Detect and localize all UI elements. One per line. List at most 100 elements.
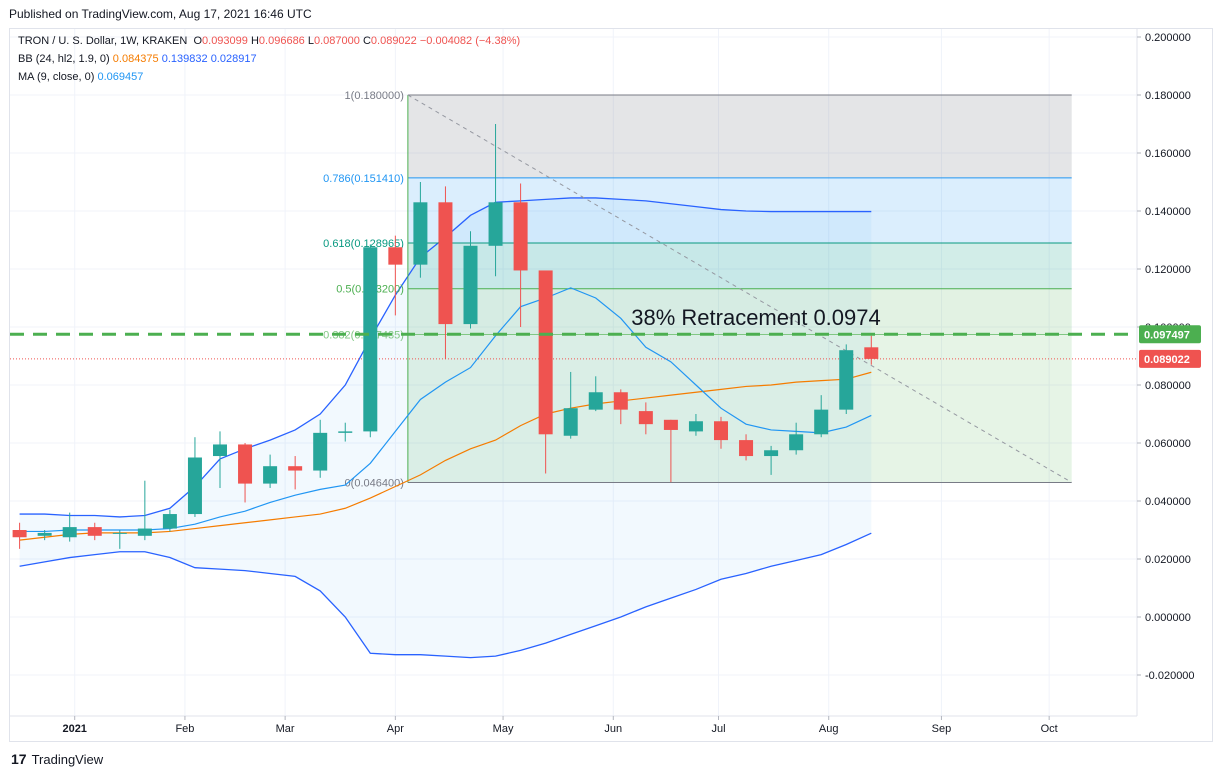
candle-body [313,432,328,471]
x-tick-label: Oct [1041,723,1058,735]
y-tick-label: 0.160000 [1145,148,1191,160]
chart-frame[interactable] [9,28,1213,742]
y-tick-label: 0.080000 [1145,380,1191,392]
legend-bb-lower: 0.028917 [210,53,257,65]
x-tick-label: Jul [711,723,725,735]
fib-levels: 1(0.180000) 0.786(0.151410) 0.618(0.128965… [323,90,1072,489]
fib-level-label: 0(0.046400) [345,477,404,489]
candle-body [764,450,779,457]
price-label-box [1139,349,1201,368]
legend-symbol: TRON / U. S. Dollar, 1W, KRAKEN [18,35,188,47]
x-tick-label: Apr [387,723,404,735]
legend-ohlc: TRON / U. S. Dollar, 1W, KRAKEN O0.09309… [18,35,520,47]
candle-body [563,408,578,436]
legend-ma: MA (9, close, 0) 0.069457 [18,71,143,83]
legend-l-label: L [307,35,314,47]
indicator-lines [10,287,1137,541]
x-tick-label: Aug [819,723,839,735]
bb-basis-line [19,371,872,541]
candle-body [839,350,854,410]
candle-body [864,347,879,359]
price-label-box [1139,325,1201,344]
published-line: Published on TradingView.com, Aug 17, 20… [9,7,312,21]
candle-body [62,527,77,538]
candle-body [588,392,603,410]
legend-bb: BB (24, hl2, 1.9, 0) 0.084375 0.139832 0… [18,53,257,65]
candle-body [663,419,678,430]
candle-body [338,431,353,433]
y-tick-label: -0.020000 [1145,670,1195,682]
candles[interactable] [12,124,879,549]
x-tick-label: 2021 [62,723,86,735]
candle-body [413,202,428,265]
legend-bb-label: BB (24, hl2, 1.9, 0) [18,53,110,65]
x-tick-label: Mar [276,723,295,735]
candle-body [213,444,227,457]
fib-level-label: 0.786(0.151410) [323,173,404,185]
candle-body [238,444,253,484]
y-tick-label: 0.000000 [1145,612,1191,624]
y-tick-label: 0.040000 [1145,496,1191,508]
candle-body [739,440,754,457]
fib-zone [407,95,1072,178]
legend-c-label: C [362,35,371,47]
legend-h-value: 0.096686 [258,35,305,47]
retracement-annotation: 38% Retracement 0.0974 [631,305,881,330]
bb-fill [19,197,872,658]
fib-level-label: 1(0.180000) [345,90,404,102]
legend-ma-label: MA (9, close, 0) [18,71,95,83]
candle-body [714,421,728,441]
axes: 0.200000 0.180000 0.160000 0.140000 0.120000… [10,29,1201,735]
y-tick-label: 0.020000 [1145,554,1191,566]
candle-body [613,392,628,410]
candle-body [37,532,52,536]
y-tick-label: 0.200000 [1145,32,1191,44]
candle-body [288,466,303,471]
legend-bb-upper: 0.139832 [161,53,208,65]
x-tick-label: Sep [932,723,952,735]
legend-h-label: H [250,35,259,47]
price-label: 0.089022 [1144,354,1190,366]
candle-body [112,532,127,534]
candle-body [263,466,278,484]
annotations: 38% Retracement 0.0974 [10,305,1137,336]
legend-l-value: 0.087000 [314,35,360,47]
candle-body [438,202,453,325]
price-label: 0.097497 [1144,329,1190,341]
bb-lower-line [19,532,872,659]
ma-line [19,287,872,533]
candle-body [87,527,102,536]
candle-body [187,457,202,515]
candle-body [363,247,378,432]
x-tick-label: Jun [604,723,622,735]
y-tick-label: 0.120000 [1145,264,1191,276]
legend-o-label: O [193,35,203,47]
legend-o-value: 0.093099 [202,35,248,47]
y-tick-label: 0.140000 [1145,206,1191,218]
footer: 17 TradingView [11,751,103,767]
fib-level-label: 0.618(0.128965) [323,238,404,250]
tradingview-logo-icon: 17 [11,751,27,767]
candle-body [638,411,653,425]
candle-body [814,409,829,435]
candle-body [12,530,27,538]
y-tick-label: 0.060000 [1145,438,1191,450]
candle-body [513,202,528,271]
y-tick-label: 0.180000 [1145,90,1191,102]
candle-body [538,270,553,435]
candle-body [789,434,804,451]
x-tick-label: Feb [175,723,194,735]
candle-body [137,528,152,536]
candle-body [388,247,403,265]
candle-body [688,421,703,432]
candle-body [162,514,177,529]
fib-trend-line [407,94,1072,483]
legend-c-value: 0.089022 [370,35,417,47]
legend-ma-value: 0.069457 [97,71,144,83]
candle-body [488,202,503,246]
x-tick-label: May [493,723,514,735]
legend-change: −0.004082 (−4.38%) [419,35,521,47]
fib-zone [407,288,1072,335]
footer-brand[interactable]: TradingView [31,751,104,767]
